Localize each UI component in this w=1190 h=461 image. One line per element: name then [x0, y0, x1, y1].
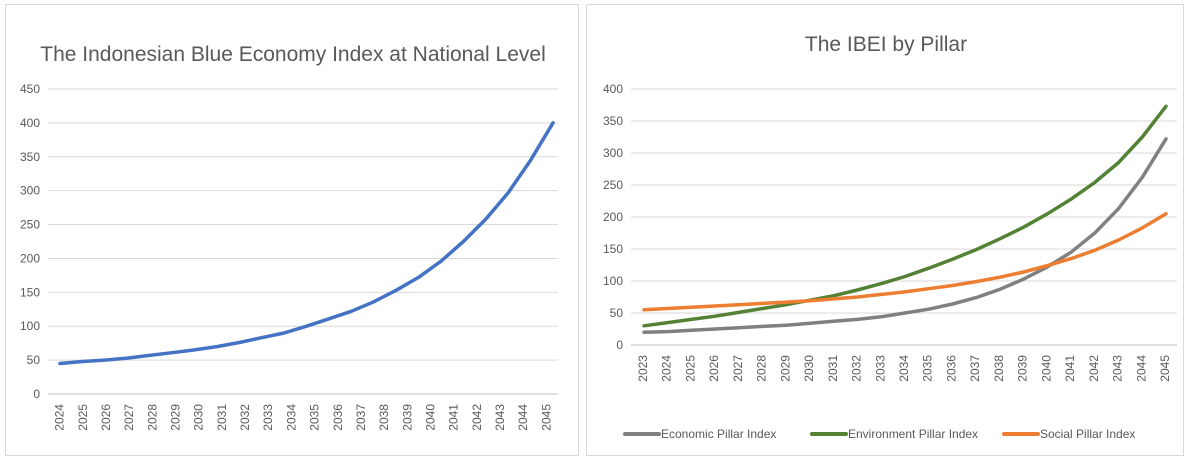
chart-panel-pillar: The IBEI by Pillar 0 50 100 150 200 250 300 350…	[586, 4, 1184, 456]
x-tick-label: 2026	[707, 355, 721, 382]
y-tick-label: 300	[603, 146, 623, 160]
y-tick-label: 100	[20, 319, 40, 333]
x-tick-label: 2044	[516, 404, 530, 431]
x-axis-ticks: 2024 2025 2026 2027 2028 2029 2030 2031 2032 2033…	[53, 404, 554, 431]
series-line-0	[642, 137, 1168, 334]
series-line-1	[642, 104, 1168, 328]
x-tick-label: 2041	[447, 404, 461, 431]
x-tick-label: 2030	[802, 355, 816, 382]
x-tick-label: 2033	[261, 404, 275, 431]
x-tick-label: 2037	[968, 355, 982, 382]
x-tick-label: 2032	[850, 355, 864, 382]
y-tick-label: 100	[603, 274, 623, 288]
y-axis-ticks: 0 50 100 150 200 250 300 350 400 450	[20, 82, 40, 401]
y-tick-label: 250	[20, 218, 40, 232]
x-tick-label: 2039	[1016, 355, 1030, 382]
x-tick-label: 2032	[238, 404, 252, 431]
gridlines	[631, 88, 1177, 346]
x-tick-label: 2031	[215, 404, 229, 431]
y-tick-label: 300	[20, 184, 40, 198]
x-tick-label: 2025	[76, 404, 90, 431]
y-tick-label: 50	[610, 306, 624, 320]
y-tick-label: 200	[20, 251, 40, 265]
x-tick-label: 2023	[636, 355, 650, 382]
x-tick-label: 2028	[755, 355, 769, 382]
legend-label: Social Pillar Index	[1040, 427, 1135, 441]
x-tick-label: 2037	[354, 404, 368, 431]
x-axis-ticks: 2023 2024 2025 2026 2027 2028 2029 2030 2031 2032…	[636, 355, 1172, 382]
chart-title: The Indonesian Blue Economy Index at Nat…	[40, 43, 546, 66]
x-tick-label: 2038	[992, 355, 1006, 382]
y-tick-label: 0	[616, 338, 623, 352]
y-tick-label: 250	[603, 178, 623, 192]
y-tick-label: 350	[603, 114, 623, 128]
x-tick-label: 2036	[944, 355, 958, 382]
y-tick-label: 450	[20, 82, 40, 96]
x-tick-label: 2036	[331, 404, 345, 431]
x-tick-label: 2042	[1087, 355, 1101, 382]
x-tick-label: 2030	[192, 404, 206, 431]
x-tick-label: 2024	[660, 355, 674, 382]
y-tick-label: 0	[33, 387, 40, 401]
x-tick-label: 2027	[122, 404, 136, 431]
y-tick-label: 150	[603, 242, 623, 256]
x-tick-label: 2035	[308, 404, 322, 431]
pillar-index-chart: The IBEI by Pillar 0 50 100 150 200 250 300 350…	[603, 33, 1177, 441]
y-tick-label: 400	[20, 116, 40, 130]
gridlines	[48, 88, 558, 395]
y-tick-label: 150	[20, 285, 40, 299]
legend-label: Economic Pillar Index	[661, 427, 776, 441]
x-tick-label: 2034	[284, 404, 298, 431]
x-tick-label: 2043	[1111, 355, 1125, 382]
y-axis-ticks: 0 50 100 150 200 250 300 350 400	[603, 82, 623, 352]
x-tick-label: 2029	[169, 404, 183, 431]
y-tick-label: 50	[27, 353, 41, 367]
x-tick-label: 2035	[921, 355, 935, 382]
series-lines	[58, 121, 555, 366]
y-tick-label: 400	[603, 82, 623, 96]
chart-panel-national: The Indonesian Blue Economy Index at Nat…	[5, 4, 579, 456]
x-tick-label: 2039	[400, 404, 414, 431]
x-tick-label: 2038	[377, 404, 391, 431]
x-tick-label: 2029	[778, 355, 792, 382]
x-tick-label: 2031	[826, 355, 840, 382]
x-tick-label: 2044	[1134, 355, 1148, 382]
x-tick-label: 2045	[1158, 355, 1172, 382]
x-tick-label: 2024	[53, 404, 67, 431]
series-line-2	[642, 212, 1168, 312]
x-tick-label: 2033	[873, 355, 887, 382]
x-tick-label: 2042	[470, 404, 484, 431]
chart-title: The IBEI by Pillar	[805, 33, 967, 56]
x-tick-label: 2041	[1063, 355, 1077, 382]
y-tick-label: 350	[20, 150, 40, 164]
x-tick-label: 2026	[99, 404, 113, 431]
x-tick-label: 2028	[145, 404, 159, 431]
x-tick-label: 2034	[897, 355, 911, 382]
legend-label: Environment Pillar Index	[848, 427, 978, 441]
x-tick-label: 2040	[424, 404, 438, 431]
legend: Economic Pillar Index Environment Pillar …	[623, 427, 1135, 441]
y-tick-label: 200	[603, 210, 623, 224]
series-lines	[642, 104, 1168, 334]
series-line-0	[58, 121, 555, 366]
x-tick-label: 2043	[493, 404, 507, 431]
x-tick-label: 2027	[731, 355, 745, 382]
x-tick-label: 2045	[539, 404, 553, 431]
x-tick-label: 2025	[683, 355, 697, 382]
x-tick-label: 2040	[1039, 355, 1053, 382]
national-index-chart: The Indonesian Blue Economy Index at Nat…	[20, 43, 558, 431]
